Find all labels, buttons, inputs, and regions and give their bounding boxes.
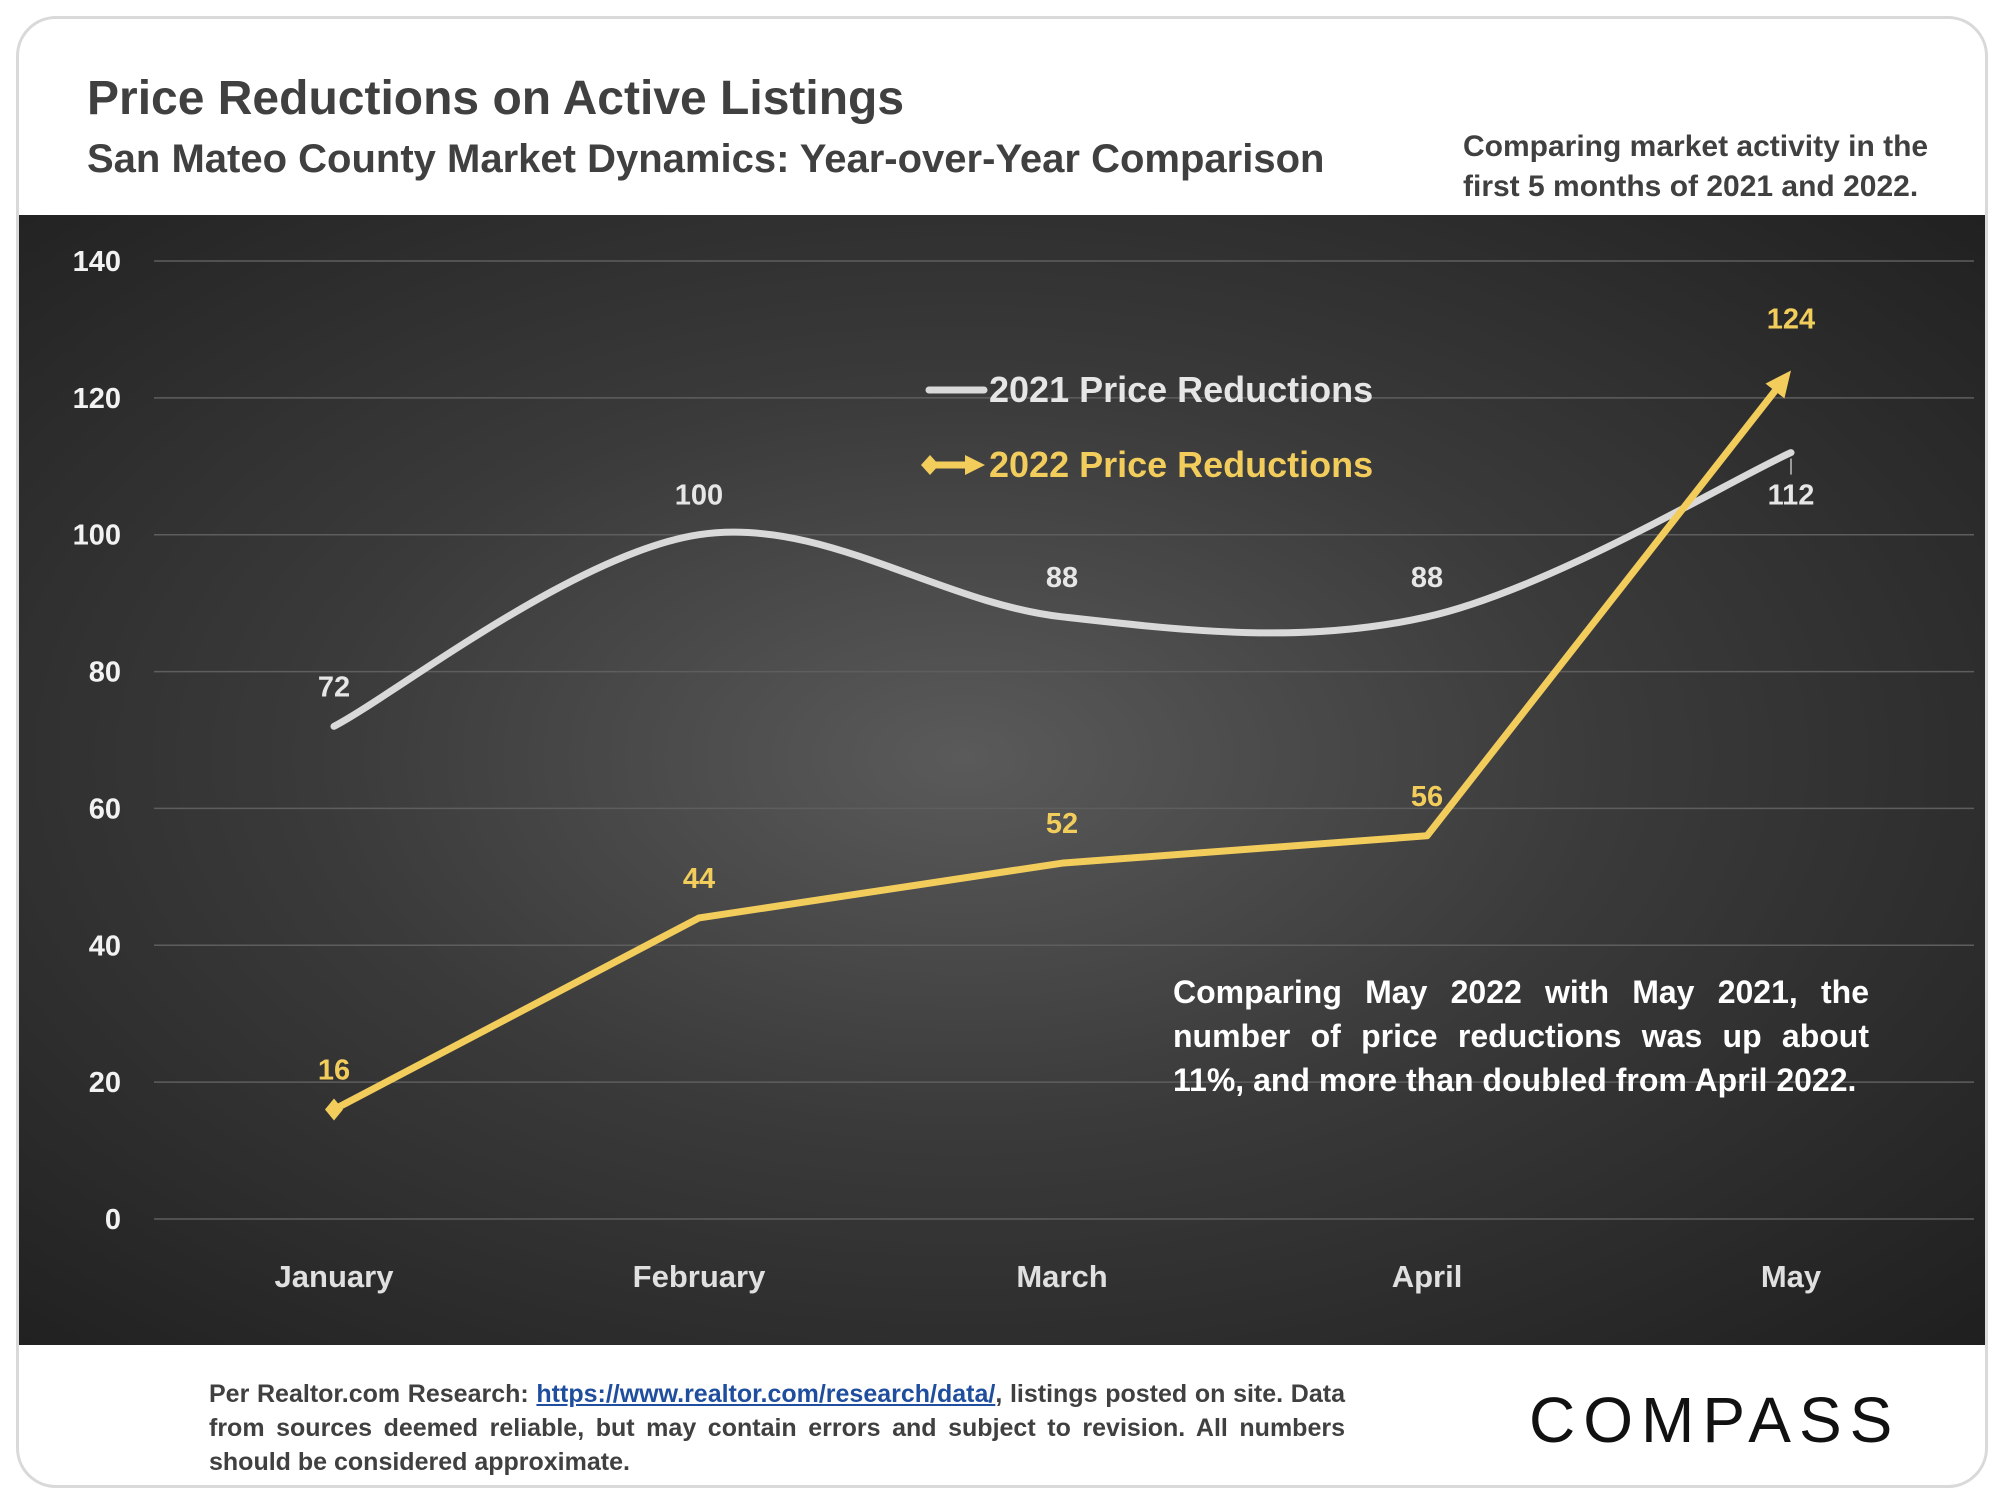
data-label-2022: 124 — [1767, 303, 1815, 335]
legend-label-2022: 2022 Price Reductions — [989, 444, 1373, 485]
series-line-2021 — [330, 449, 1795, 730]
annotation-word: price — [1361, 1018, 1437, 1054]
series-line-2022 — [332, 379, 1786, 1113]
annotation-word: number — [1173, 1018, 1290, 1054]
x-tick-label: March — [1016, 1259, 1107, 1294]
annotation-word: the — [1821, 974, 1869, 1010]
annotation-word: with — [1544, 974, 1609, 1010]
annotation-word: up — [1723, 1018, 1762, 1054]
series-start-marker-2022 — [325, 1098, 343, 1121]
annotation-word: 2021, — [1718, 974, 1798, 1010]
source-note: Per Realtor.com Research: https://www.re… — [209, 1377, 1345, 1479]
source-suffix: , listings posted on site. Data from sou… — [209, 1380, 1345, 1476]
data-label-2022: 56 — [1411, 781, 1443, 813]
data-label-2021: 100 — [675, 480, 723, 512]
annotation-word: May — [1365, 974, 1427, 1010]
y-tick-label: 100 — [73, 520, 121, 552]
y-tick-label: 120 — [73, 383, 121, 415]
y-tick-label: 40 — [89, 930, 121, 962]
chart-panel: 0 20 40 60 80 100 120 140 January February March Ap… — [19, 215, 1985, 1345]
data-label-2021: 72 — [318, 671, 350, 703]
series-end-arrow-2022 — [1765, 370, 1791, 399]
annotation-word: was — [1641, 1018, 1702, 1054]
y-tick-label: 60 — [89, 793, 121, 825]
y-tick-label: 80 — [89, 657, 121, 689]
legend-diamond-2022 — [921, 455, 939, 475]
legend-arrow-2022 — [965, 455, 985, 475]
y-tick-label: 140 — [73, 246, 121, 278]
x-tick-label: February — [633, 1259, 766, 1294]
x-tick-label: May — [1761, 1259, 1822, 1294]
line-chart: 0 20 40 60 80 100 120 140 January February March Ap… — [73, 246, 1974, 1294]
annotation-word: reductions — [1458, 1018, 1622, 1054]
source-link[interactable]: https://www.realtor.com/research/data/ — [536, 1380, 996, 1408]
data-label-2021: 88 — [1411, 562, 1443, 594]
x-tick-label: April — [1392, 1259, 1463, 1294]
compass-logo: COMPASS — [1529, 1384, 1901, 1456]
chart-card: Price Reductions on Active Listings San … — [16, 16, 1988, 1488]
annotation-word: about — [1782, 1018, 1869, 1054]
data-label-2021: 112 — [1768, 480, 1815, 512]
annotation-word: of — [1311, 1018, 1342, 1054]
data-label-2021: 88 — [1046, 562, 1078, 594]
annotation-word: 2022 — [1451, 974, 1522, 1010]
chart-subtitle: San Mateo County Market Dynamics: Year-o… — [87, 137, 1325, 181]
source-prefix: Per Realtor.com Research: — [209, 1380, 537, 1408]
chart-note: Comparing market activity in the first 5… — [1463, 130, 1929, 203]
data-label-2022: 16 — [318, 1055, 350, 1087]
annotation-text: 11%, and more than doubled from April 20… — [1173, 1062, 1856, 1098]
chart-title: Price Reductions on Active Listings — [87, 72, 905, 125]
annotation-word: Comparing — [1173, 974, 1342, 1010]
data-label-2022: 52 — [1046, 808, 1078, 840]
x-tick-label: January — [275, 1259, 395, 1294]
y-tick-label: 20 — [89, 1067, 121, 1099]
y-tick-label: 0 — [105, 1204, 121, 1236]
data-label-2022: 44 — [683, 863, 715, 895]
legend-label-2021: 2021 Price Reductions — [989, 369, 1373, 410]
annotation-word: May — [1632, 974, 1694, 1010]
